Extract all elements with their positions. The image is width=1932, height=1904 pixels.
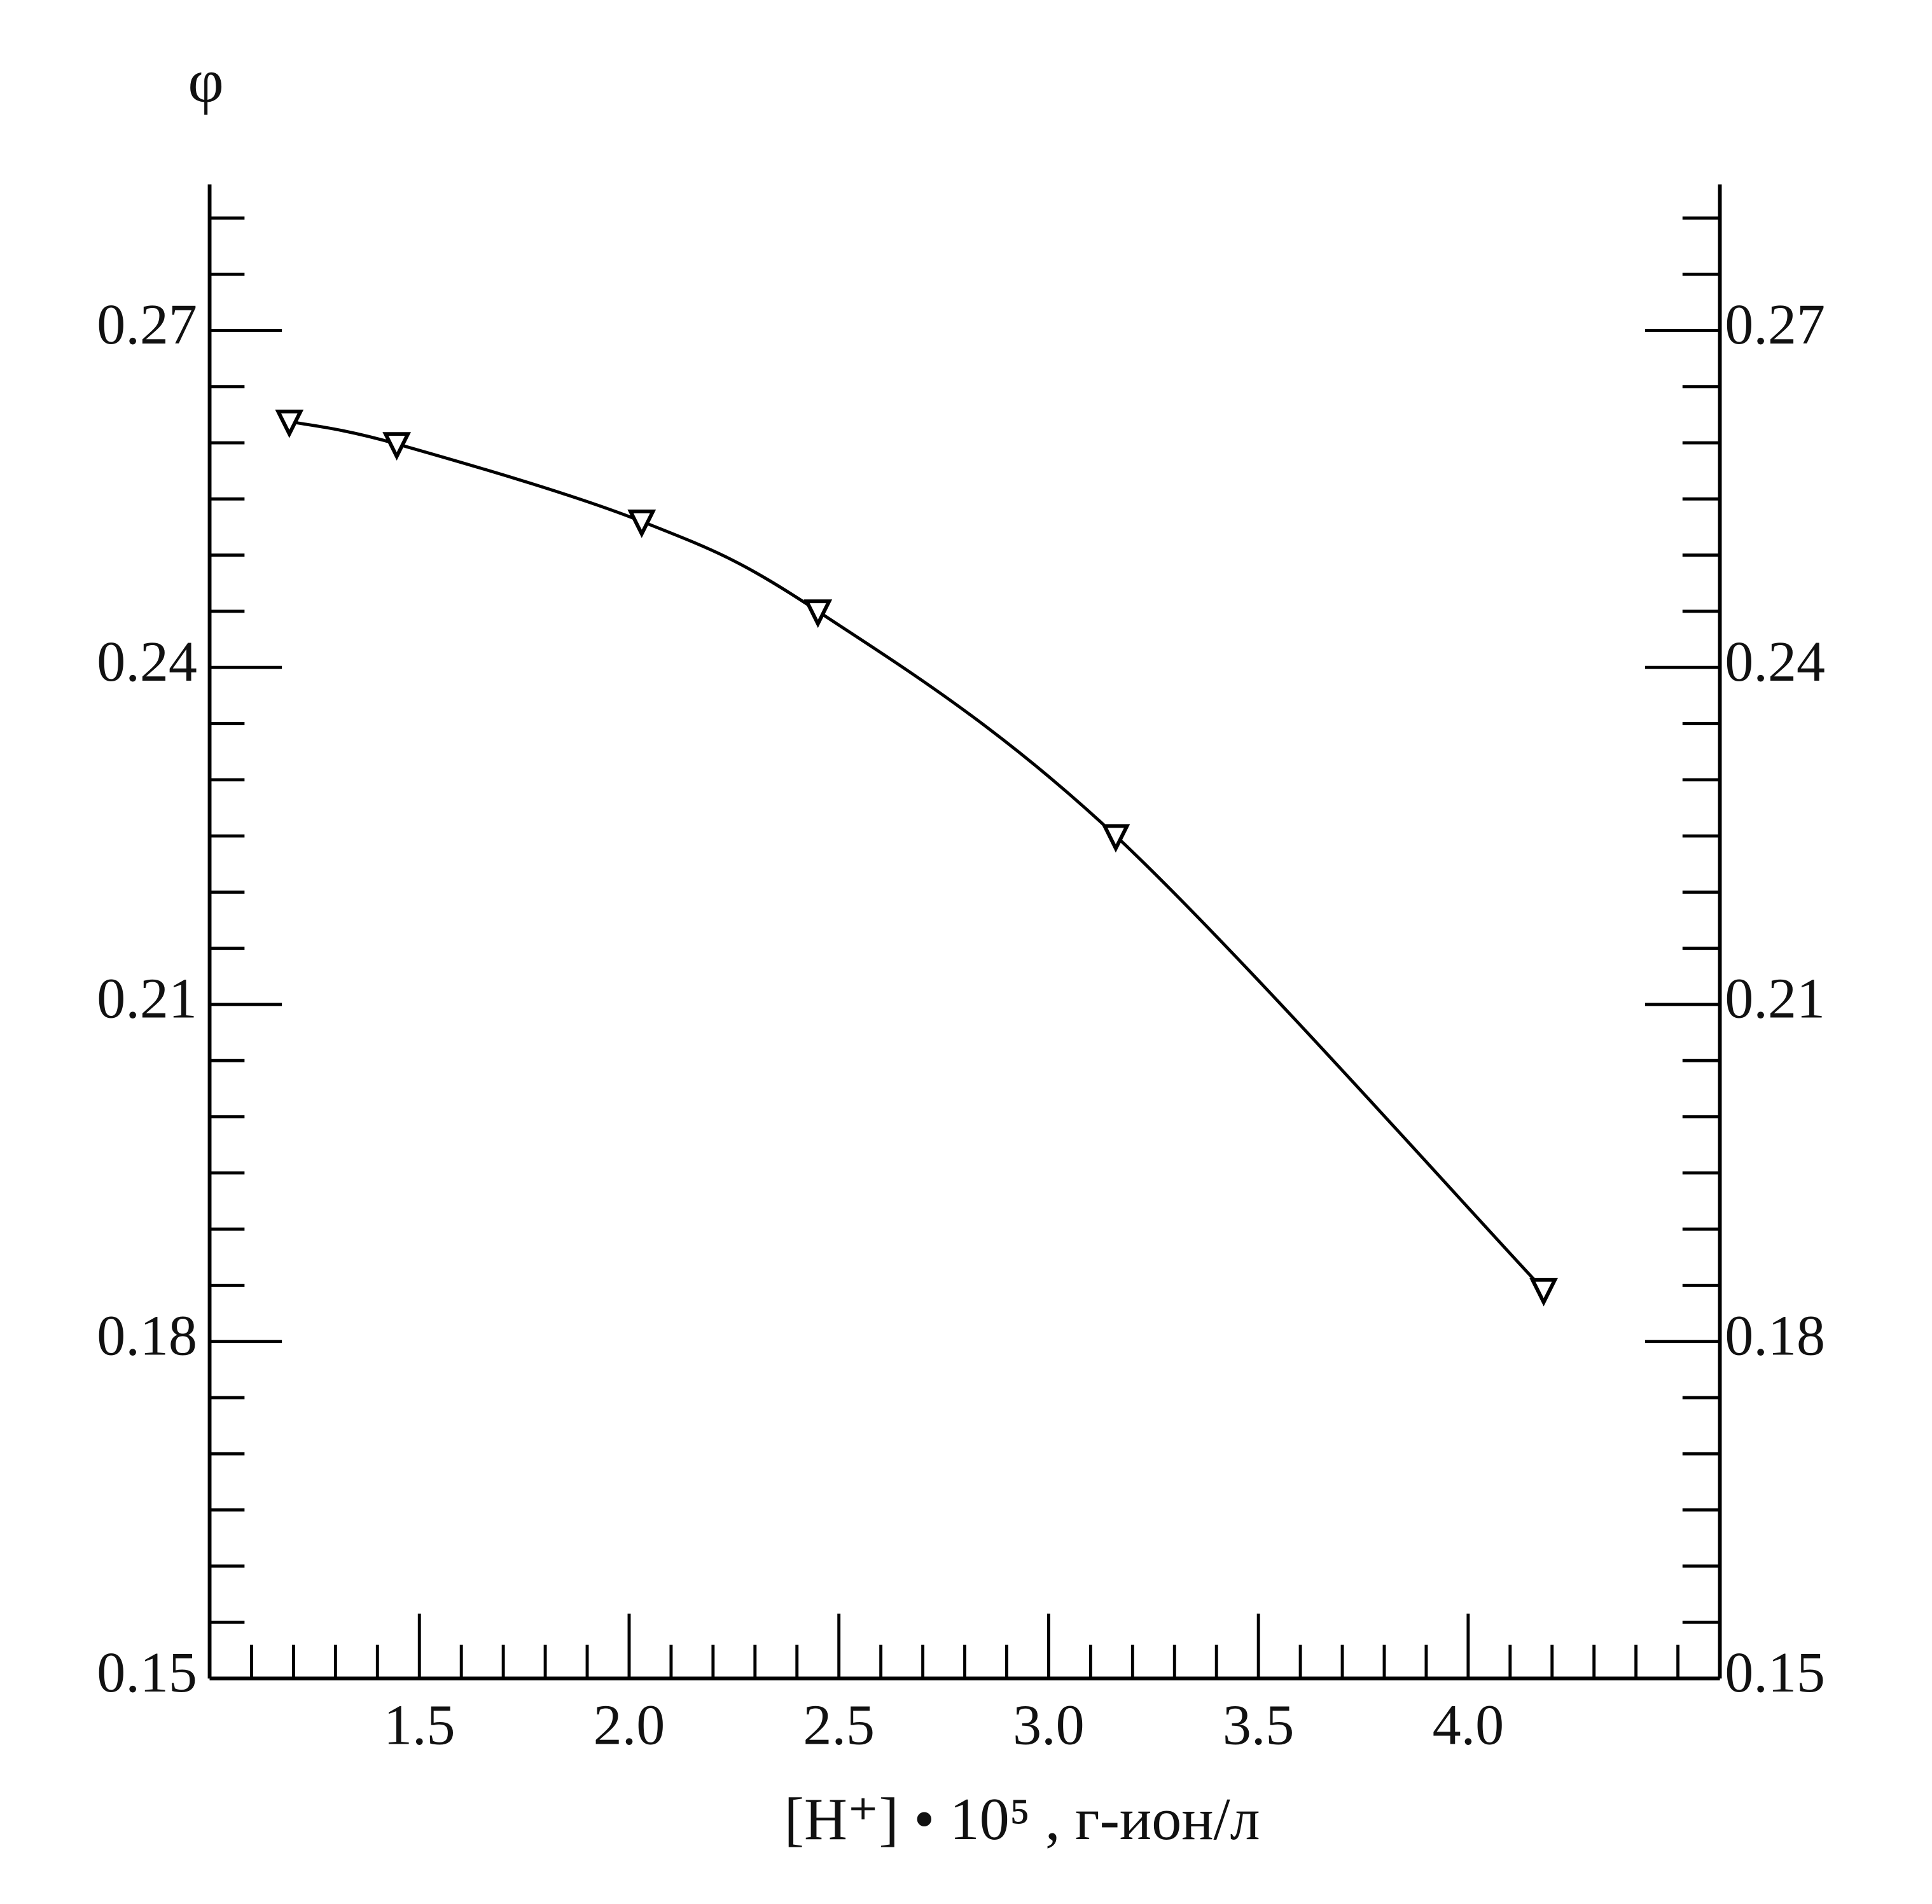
y-tick-label: 0.24	[97, 630, 197, 693]
marker	[1101, 824, 1130, 853]
marker	[382, 432, 412, 461]
x-tick-label: 3.5	[1223, 1693, 1295, 1756]
x-tick-label: 2.0	[594, 1693, 665, 1756]
y-tick-label: 0.15	[97, 1641, 197, 1704]
y2-tick-label: 0.15	[1725, 1641, 1825, 1704]
y-tick-label: 0.27	[97, 293, 197, 356]
marker	[275, 409, 304, 438]
marker	[803, 599, 833, 629]
x-axis-label: [H⁺] • 10⁵ , г-ион/л	[784, 1786, 1260, 1852]
x-tick-label: 4.0	[1433, 1693, 1505, 1756]
y-tick-label: 0.18	[97, 1304, 197, 1367]
y2-tick-label: 0.18	[1725, 1304, 1825, 1367]
y2-tick-label: 0.21	[1725, 968, 1825, 1031]
x-tick-label: 2.5	[803, 1693, 875, 1756]
x-tick-label: 1.5	[384, 1693, 455, 1756]
x-tick-label: 3.0	[1013, 1693, 1085, 1756]
y2-tick-label: 0.27	[1725, 293, 1825, 356]
marker	[627, 510, 657, 538]
y2-tick-label: 0.24	[1725, 630, 1825, 693]
line	[289, 420, 1545, 1291]
marker	[1529, 1277, 1558, 1307]
y-axis-label: φ	[188, 47, 224, 116]
y-tick-label: 0.21	[97, 968, 197, 1031]
